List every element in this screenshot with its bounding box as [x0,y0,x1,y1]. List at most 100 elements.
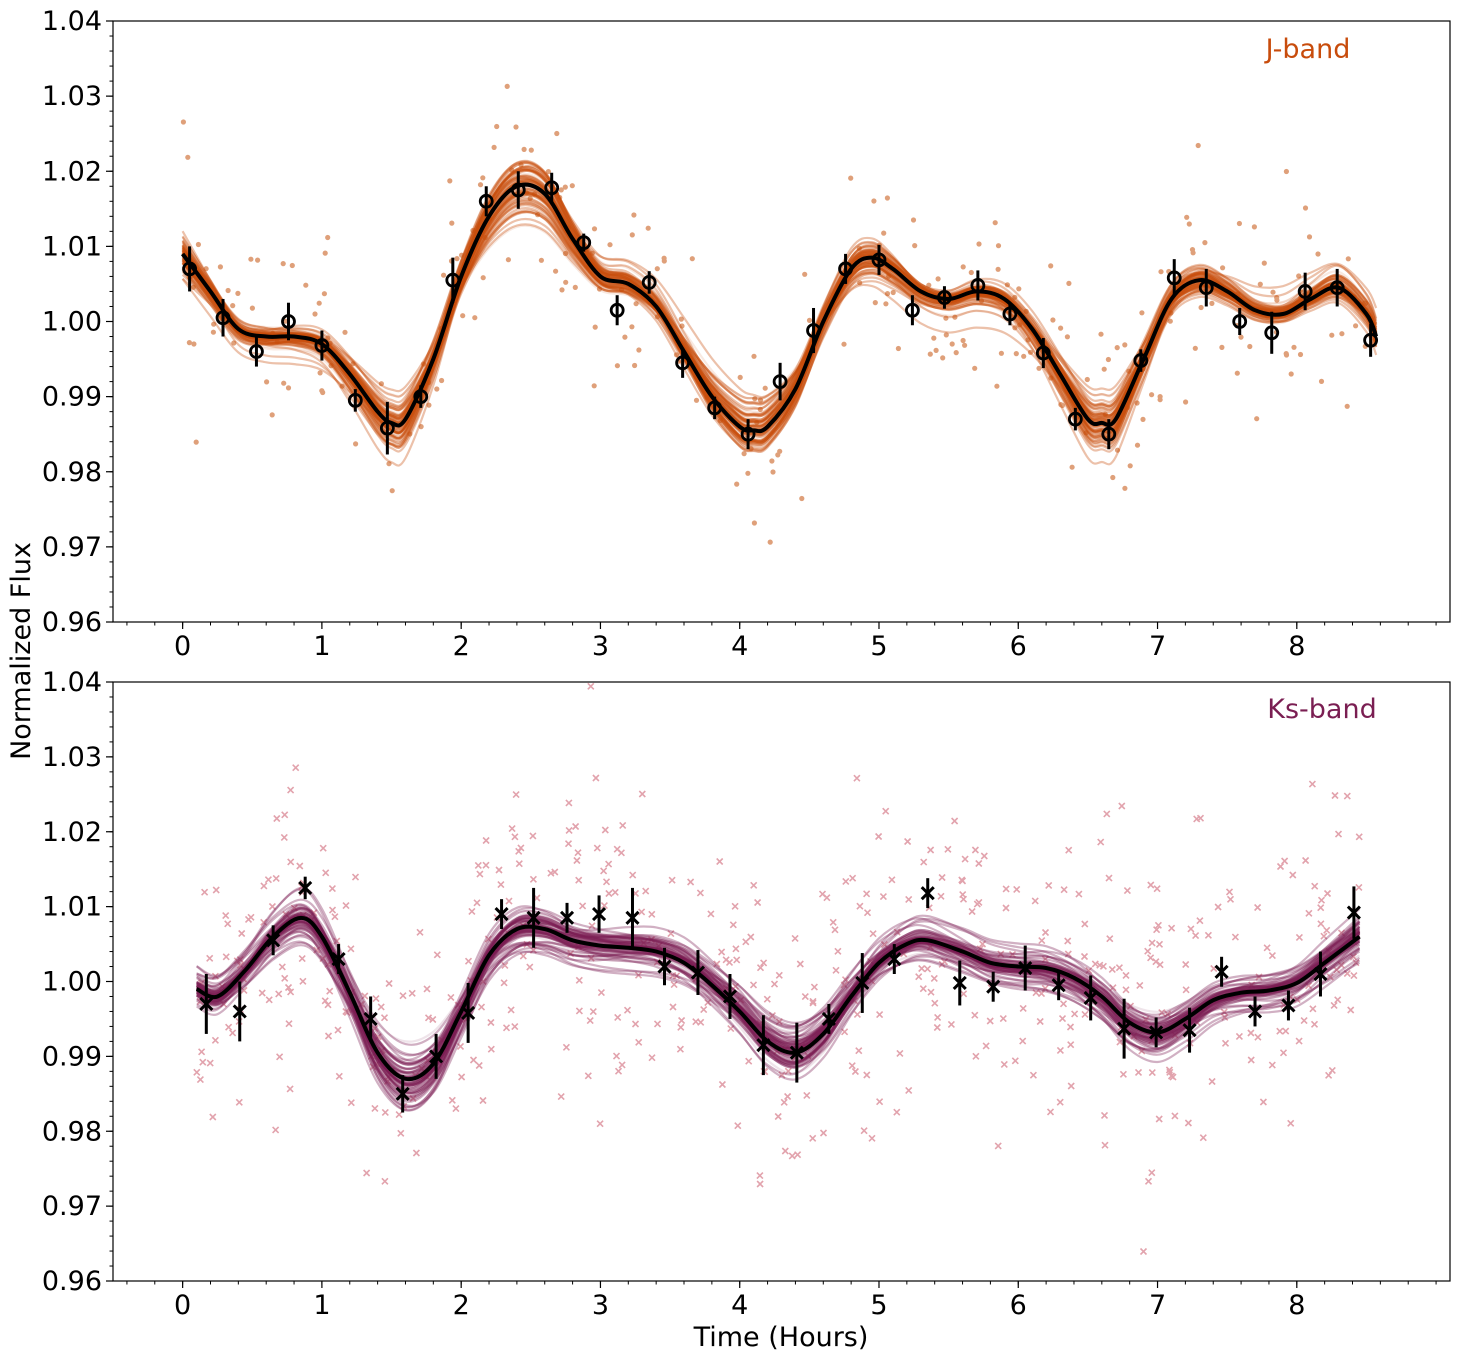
raw-point [1148,1037,1156,1045]
raw-point [1004,282,1011,288]
binned-point [806,307,821,354]
binned-point [1198,268,1214,307]
x-tick-label: 2 [453,1290,470,1321]
raw-point [421,361,427,367]
raw-point [273,814,281,823]
binned-marker [445,272,461,288]
raw-point [1038,937,1046,945]
raw-point [1214,903,1222,911]
raw-point [1124,405,1130,411]
raw-point [1056,1098,1064,1106]
raw-point [1142,1016,1150,1024]
raw-point [745,470,751,476]
raw-point [1002,904,1010,912]
raw-point [518,162,524,168]
raw-point [768,1012,776,1020]
plot-area [193,682,1363,1256]
binned-marker [331,951,346,967]
raw-point [586,1017,594,1025]
raw-point [1235,1032,1243,1040]
raw-point [1152,958,1160,966]
raw-point [313,946,321,954]
raw-point [225,1023,233,1031]
raw-point [605,889,613,898]
binned-marker [591,907,607,922]
raw-point [959,895,968,903]
raw-point [468,907,476,915]
raw-point [1155,940,1164,948]
raw-point [193,1068,201,1076]
raw-point [350,361,356,367]
raw-point [895,345,902,352]
raw-point [1071,1010,1079,1018]
raw-point [926,943,934,951]
raw-point [1302,856,1310,865]
raw-point [947,1020,955,1028]
raw-point [678,316,684,322]
binned-marker [1117,1021,1132,1036]
raw-point [1167,318,1173,324]
raw-point [210,329,216,335]
raw-point [1300,1017,1308,1025]
raw-point [395,1111,403,1119]
raw-point [696,889,704,897]
raw-point [943,315,949,321]
raw-point [876,1011,884,1019]
raw-point [278,963,286,971]
raw-point [1059,1000,1068,1008]
y-tick-label: 0.99 [42,1041,102,1072]
raw-point [372,995,380,1003]
raw-point [1302,205,1309,211]
raw-point [1157,397,1163,403]
raw-point [1032,989,1040,997]
raw-point [1025,337,1031,343]
binned-marker [625,910,640,925]
binned-point [887,944,902,975]
binned-marker [347,392,363,408]
binned-point [1329,268,1345,307]
raw-point [804,1052,812,1060]
binned-marker [281,314,296,329]
raw-point [381,1108,389,1116]
raw-point [737,374,743,380]
raw-point [1126,1002,1135,1010]
raw-point [1115,964,1123,972]
raw-point [282,910,290,919]
raw-point [1317,904,1325,912]
binned-marker [1281,998,1296,1013]
raw-point [919,985,927,993]
raw-point [1254,903,1262,912]
raw-point [447,993,455,1001]
raw-point [592,774,600,782]
raw-point [1126,368,1132,374]
raw-point [296,862,304,870]
raw-point [1023,308,1029,314]
x-tick-label: 0 [174,1290,191,1321]
raw-point [998,350,1005,356]
posterior-draw-line [181,177,1378,443]
raw-point [775,1018,783,1026]
raw-point [418,424,424,430]
raw-point [1138,1047,1146,1055]
raw-point [248,256,254,262]
raw-point [1037,990,1046,998]
raw-point [1110,474,1116,481]
raw-point [1144,1177,1153,1185]
binned-point [395,1075,410,1113]
binned-marker [1051,978,1066,993]
binned-marker [1264,325,1280,341]
raw-point [482,861,490,869]
raw-point [1091,960,1099,968]
raw-point [1085,967,1093,975]
raw-point [438,1036,446,1044]
raw-point [940,355,946,361]
raw-point [655,942,663,950]
raw-point [1276,1027,1284,1035]
raw-point [426,379,432,386]
raw-point [1279,1049,1288,1057]
raw-point [554,130,560,137]
raw-point [850,997,859,1005]
binned-point [461,982,476,1043]
raw-point [1263,944,1271,952]
raw-point [962,342,968,348]
